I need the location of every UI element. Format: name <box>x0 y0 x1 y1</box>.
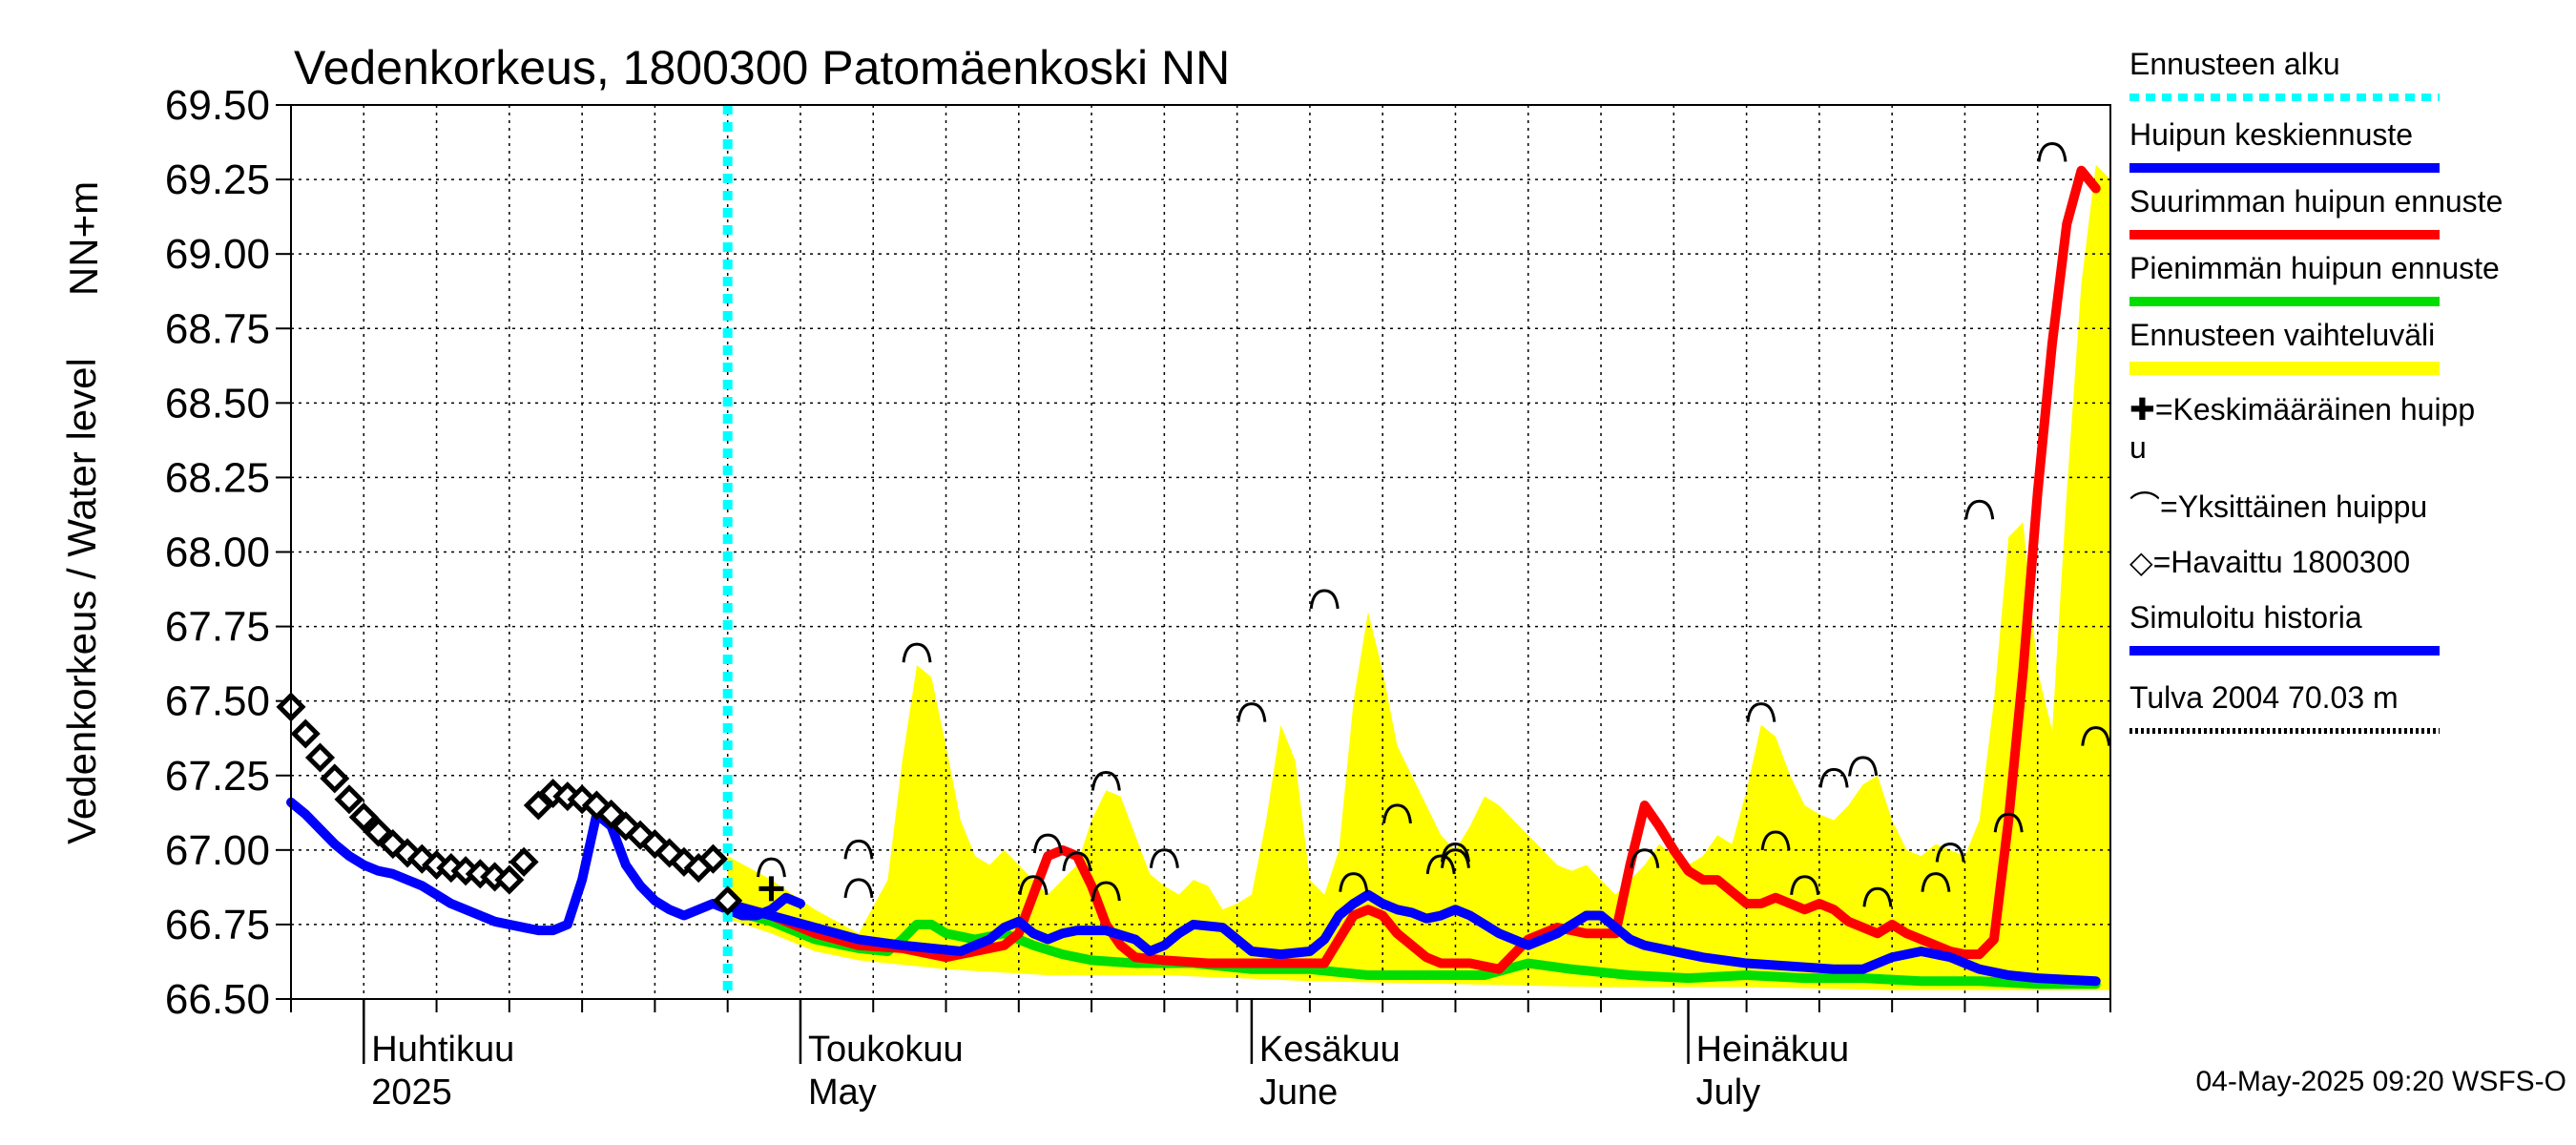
y-tick-label: 69.25 <box>165 156 270 203</box>
single-peak-marker <box>1425 854 1456 875</box>
single-peak-marker <box>2037 141 2067 162</box>
observed-point <box>523 790 553 821</box>
observed-point <box>290 718 321 749</box>
single-peak-marker <box>1381 803 1412 824</box>
legend-label: Simuloitu historia <box>2129 600 2362 635</box>
single-peak-marker <box>1848 756 1879 777</box>
forecast-range-band <box>727 164 2111 990</box>
single-peak-marker <box>1149 848 1179 868</box>
single-peak-marker <box>1921 872 1951 892</box>
legend-label: Ennusteen vaihteluväli <box>2129 318 2435 352</box>
mean-peak-forecast-line <box>722 889 2101 987</box>
plot-frame <box>290 104 2111 1000</box>
y-tick-label: 67.75 <box>165 604 270 651</box>
observed-point <box>320 763 350 794</box>
observed-point <box>494 864 525 895</box>
single-peak-marker <box>1630 848 1660 868</box>
observed-point <box>364 817 394 847</box>
month-sublabel: May <box>808 1072 877 1113</box>
observed-point <box>713 885 743 916</box>
observed-point <box>509 846 539 877</box>
legend-label: ◇=Havaittu 1800300 <box>2129 545 2410 579</box>
observed-point <box>348 802 379 833</box>
chart-title: Vedenkorkeus, 1800300 Patomäenkoski NN <box>294 41 1230 94</box>
footer-timestamp: 04-May-2025 09:20 WSFS-O <box>2196 1066 2567 1097</box>
y-tick-label: 67.25 <box>165 753 270 800</box>
single-peak-marker <box>843 839 874 860</box>
single-peak-marker <box>1760 830 1791 851</box>
single-peak-marker <box>1746 702 1776 722</box>
y-tick-label: 69.00 <box>165 231 270 278</box>
observed-point <box>334 784 364 815</box>
single-peak-marker <box>1018 875 1049 895</box>
single-peak-marker <box>1818 767 1849 788</box>
single-peak-marker <box>1964 499 1995 520</box>
legend-label: Ennusteen alku <box>2129 47 2340 81</box>
plot-area: 66.50 66.75 67.00 67.25 67.50 67.75 68.00 68.25… <box>165 82 2111 1113</box>
single-peak-marker <box>1091 881 1121 902</box>
single-peak-marker <box>1339 872 1369 892</box>
single-peak-marker <box>1993 812 2024 833</box>
legend-label-continued: u <box>2129 430 2147 465</box>
month-label: Heinäkuu <box>1696 1030 1850 1070</box>
month-sublabel: July <box>1696 1072 1761 1113</box>
y-tick-label: 66.75 <box>165 902 270 948</box>
single-peak-marker <box>1440 848 1470 868</box>
month-label: Toukokuu <box>808 1030 964 1070</box>
single-peak-marker <box>2081 726 2111 746</box>
legend-label: Suurimman huipun ennuste <box>2129 184 2503 219</box>
observed-point <box>304 742 336 773</box>
legend-label: Huipun keskiennuste <box>2129 117 2413 152</box>
month-sublabel: 2025 <box>371 1072 452 1113</box>
single-peak-marker <box>1032 833 1063 854</box>
single-peak-marker <box>843 878 874 899</box>
legend-label: Pienimmän huipun ennuste <box>2129 251 2500 285</box>
y-tick-label: 68.00 <box>165 530 270 576</box>
legend-label: Tulva 2004 70.03 m <box>2129 680 2399 715</box>
single-peak-marker <box>902 642 932 663</box>
legend-label: ⌒=Yksittäinen huippu <box>2129 489 2427 524</box>
mean-peak-marker <box>758 876 784 902</box>
single-peak-marker <box>1935 842 1965 863</box>
month-label: Kesäkuu <box>1259 1030 1401 1070</box>
month-sublabel: June <box>1259 1072 1338 1113</box>
simulated-history-line <box>286 797 805 936</box>
y-tick-label: 69.50 <box>165 82 270 129</box>
single-peak-marker <box>1091 770 1121 791</box>
y-tick-label: 68.75 <box>165 305 270 352</box>
single-peak-marker <box>1440 842 1470 863</box>
y-axis-label: Vedenkorkeus / Water level <box>59 358 104 844</box>
y-tick-label: 67.00 <box>165 827 270 874</box>
legend-label: ✚=Keskimääräinen huipp <box>2129 392 2475 427</box>
single-peak-marker <box>1790 875 1820 895</box>
month-label: Huhtikuu <box>371 1030 514 1070</box>
y-tick-label: 68.50 <box>165 380 270 427</box>
single-peak-marker <box>1236 702 1267 722</box>
legend: Ennusteen alku Huipun keskiennuste Suurimm… <box>2129 47 2503 734</box>
y-axis-unit: NN+m <box>61 181 106 296</box>
y-tick-label: 66.50 <box>165 976 270 1023</box>
observed-point <box>697 843 728 874</box>
single-peak-marker <box>1062 851 1092 872</box>
y-tick-label: 67.50 <box>165 678 270 725</box>
single-peak-marker <box>756 857 786 878</box>
observed-point <box>596 799 627 829</box>
y-tick-label: 68.25 <box>165 454 270 501</box>
single-peak-marker <box>1309 589 1340 610</box>
max-peak-forecast-line <box>722 165 2101 974</box>
single-peak-marker <box>1862 886 1893 907</box>
